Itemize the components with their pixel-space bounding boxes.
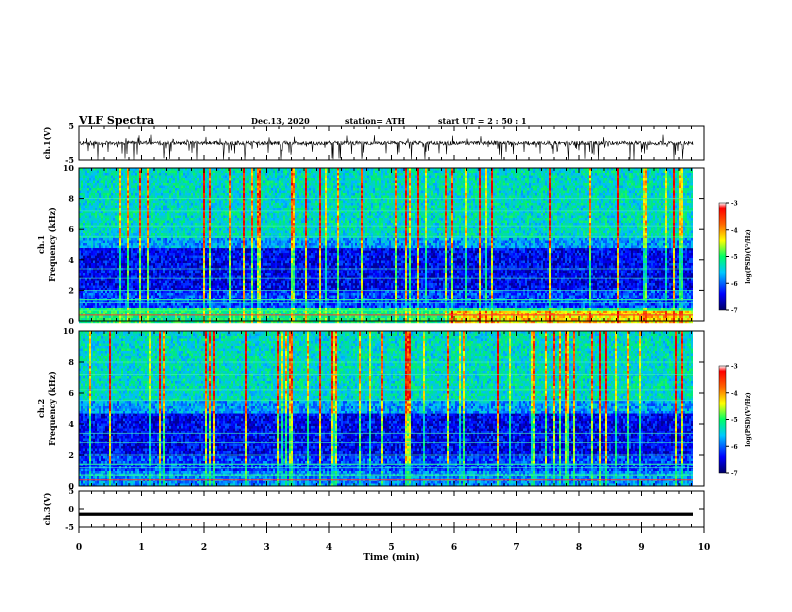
- colorbar-tick-label: -3: [731, 364, 738, 371]
- y-tick-label: 6: [68, 224, 74, 234]
- x-tick-label: 10: [698, 543, 711, 553]
- colorbar-tick-label: -7: [731, 471, 738, 478]
- ch2-spectrogram-colorbar-label: log(PSD)(V²/Hz): [745, 392, 752, 447]
- ch1-ylabel: ch.1(V): [42, 126, 52, 159]
- y-tick-label: 6: [68, 388, 74, 398]
- ch2-spectrogram-ylabel: Frequency (kHz): [47, 371, 57, 446]
- y-tick-label: -5: [65, 522, 74, 532]
- y-tick-label: 10: [63, 326, 75, 336]
- date-label: Dec.13, 2020: [251, 116, 310, 126]
- colorbar-tick-label: -5: [731, 254, 738, 261]
- x-axis-label: Time (min): [363, 552, 420, 563]
- colorbar-tick-label: -5: [731, 417, 738, 424]
- y-tick-label: 10: [63, 163, 75, 173]
- y-tick-label: 5: [68, 121, 74, 131]
- x-tick-label: 8: [576, 543, 582, 553]
- ch2-spectrogram-cells: [79, 331, 693, 487]
- y-tick-label: 2: [68, 285, 74, 295]
- colorbar-tick-label: -4: [731, 227, 738, 234]
- y-tick-label: -5: [65, 155, 74, 165]
- x-tick-label: 4: [326, 543, 332, 553]
- ch1-spectrogram-colorbar-label: log(PSD)(V²/Hz): [745, 229, 752, 284]
- colorbar-tick-label: -6: [731, 444, 738, 451]
- y-tick-label: 0: [68, 504, 74, 514]
- ch3-ylabel: ch.3(V): [42, 492, 52, 525]
- station-label: station= ATH: [345, 116, 405, 126]
- ch2-spectrogram-colorbar: [718, 365, 727, 474]
- ch2-spectrogram-channel-label: ch.2: [36, 399, 46, 418]
- ch1-waveform-line: [78, 134, 694, 161]
- x-tick-label: 9: [638, 543, 644, 553]
- y-tick-label: 5: [68, 486, 74, 496]
- y-tick-label: 8: [68, 357, 74, 367]
- ch1-spectrogram-channel-label: ch.1: [36, 235, 46, 254]
- x-tick-label: 0: [76, 543, 82, 553]
- y-tick-label: 4: [68, 255, 74, 265]
- colorbar-tick-label: -6: [731, 281, 738, 288]
- x-tick-label: 5: [388, 543, 394, 553]
- start-time-label: start UT = 2 : 50 : 1: [438, 116, 527, 126]
- ch1-spectrogram-colorbar: [718, 202, 727, 311]
- x-tick-label: 1: [138, 543, 144, 553]
- ch3-waveform-band: [79, 512, 693, 516]
- y-tick-label: 4: [68, 419, 74, 429]
- x-tick-label: 7: [513, 543, 519, 553]
- ch1-spectrogram-cells: [79, 168, 693, 324]
- y-tick-label: 8: [68, 194, 74, 204]
- x-tick-label: 6: [451, 543, 457, 553]
- x-tick-label: 3: [263, 543, 269, 553]
- y-tick-label: 0: [68, 316, 74, 326]
- x-tick-label: 2: [201, 543, 207, 553]
- ch1-spectrogram-ylabel: Frequency (kHz): [47, 207, 57, 282]
- colorbar-tick-label: -3: [731, 201, 738, 208]
- colorbar-tick-label: -4: [731, 390, 738, 397]
- y-tick-label: 0: [68, 481, 74, 491]
- chart-title: VLF Spectra: [79, 114, 154, 127]
- colorbar-tick-label: -7: [731, 308, 738, 315]
- y-tick-label: 2: [68, 450, 74, 460]
- ch3-waveform-frame: [78, 490, 705, 528]
